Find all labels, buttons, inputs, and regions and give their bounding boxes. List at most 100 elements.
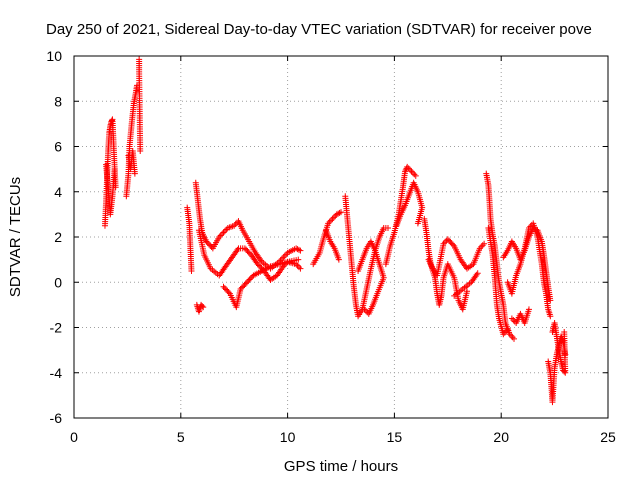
- data-point: [254, 261, 261, 268]
- data-point: [449, 241, 456, 248]
- data-point: [241, 245, 248, 252]
- data-series-seg-l: [323, 227, 342, 263]
- data-series-seg-x: [508, 306, 532, 326]
- data-series-seg-f: [184, 204, 195, 274]
- data-point: [223, 286, 230, 293]
- data-point: [200, 304, 207, 311]
- data-point: [245, 249, 252, 256]
- data-point: [111, 166, 118, 173]
- x-tick-label: 20: [493, 429, 509, 445]
- data-point: [362, 307, 369, 314]
- data-point: [203, 238, 210, 245]
- x-tick-label: 5: [177, 429, 185, 445]
- data-series-seg-w: [504, 220, 554, 320]
- data-point: [240, 283, 247, 290]
- data-point: [338, 209, 344, 216]
- data-point: [446, 237, 453, 244]
- data-point: [447, 238, 454, 245]
- data-point: [408, 168, 415, 175]
- y-axis-label: SDTVAR / TECUs: [7, 177, 24, 297]
- data-points: [101, 56, 569, 406]
- data-point: [255, 262, 262, 269]
- data-point: [241, 281, 248, 288]
- data-series-seg-j: [220, 256, 302, 311]
- y-tick-label: 10: [46, 48, 62, 64]
- data-point: [221, 285, 228, 292]
- data-point: [474, 270, 481, 277]
- data-point: [294, 246, 301, 253]
- data-point: [336, 209, 343, 216]
- axis-ticks: 0 5 10 15 20 25 -6 -4 -2 0 2 4 6 8 10: [46, 48, 616, 445]
- data-point: [245, 277, 252, 284]
- data-point: [237, 286, 244, 293]
- data-point: [108, 117, 115, 124]
- data-series-seg-u: [485, 224, 511, 338]
- y-tick-label: 6: [54, 139, 62, 155]
- data-point: [131, 170, 138, 177]
- chart-title: Day 250 of 2021, Sidereal Day-to-day VTE…: [46, 21, 592, 38]
- data-series-seg-g: [192, 179, 304, 272]
- data-series-seg-p: [393, 179, 426, 229]
- data-point: [409, 169, 416, 176]
- data-point: [205, 241, 212, 248]
- data-point: [328, 217, 335, 224]
- data-point: [242, 280, 249, 287]
- data-point: [525, 306, 532, 313]
- data-point: [297, 247, 304, 254]
- data-point: [281, 252, 288, 259]
- data-point: [479, 242, 486, 249]
- data-series-seg-b: [103, 161, 118, 218]
- data-point: [361, 306, 368, 313]
- data-point: [188, 267, 195, 274]
- data-point: [547, 313, 554, 320]
- data-point: [330, 214, 337, 221]
- data-point: [207, 242, 214, 249]
- y-tick-label: 0: [54, 274, 62, 290]
- data-point: [295, 246, 302, 253]
- data-point: [384, 224, 391, 231]
- data-point: [295, 264, 302, 271]
- data-point: [220, 229, 227, 236]
- data-point: [561, 329, 568, 336]
- data-point: [204, 239, 211, 246]
- x-tick-label: 10: [280, 429, 296, 445]
- data-point: [221, 227, 228, 234]
- y-tick-label: 4: [54, 184, 62, 200]
- data-point: [238, 284, 245, 291]
- data-point: [243, 246, 250, 253]
- data-point: [509, 334, 516, 341]
- data-point: [246, 276, 253, 283]
- data-point: [297, 265, 304, 272]
- x-axis-label: GPS time / hours: [284, 458, 398, 475]
- data-point: [504, 326, 511, 333]
- data-point: [244, 279, 251, 286]
- data-series-seg-i: [193, 301, 207, 315]
- data-point: [508, 315, 515, 322]
- data-point: [464, 288, 471, 295]
- data-point: [199, 303, 206, 310]
- data-series-seg-e: [136, 56, 144, 155]
- data-series-seg-m: [342, 193, 391, 320]
- plot-frame: [73, 55, 609, 419]
- data-point: [137, 148, 144, 155]
- x-tick-label: 15: [387, 429, 403, 445]
- data-point: [448, 240, 455, 247]
- data-point: [244, 248, 251, 255]
- data-point: [547, 297, 554, 304]
- data-series-seg-n: [355, 238, 387, 317]
- data-point: [407, 166, 414, 173]
- data-series-seg-r: [425, 236, 488, 279]
- data-point: [225, 289, 232, 296]
- data-point: [220, 283, 227, 290]
- y-tick-label: 2: [54, 229, 62, 245]
- data-point: [329, 215, 336, 222]
- data-point: [510, 316, 517, 323]
- data-point: [224, 287, 231, 294]
- y-tick-label: 8: [54, 93, 62, 109]
- data-point: [219, 230, 226, 237]
- data-series-seg-z: [549, 319, 569, 376]
- data-series-seg-o: [382, 163, 419, 268]
- x-tick-label: 25: [600, 429, 616, 445]
- data-point: [295, 256, 302, 263]
